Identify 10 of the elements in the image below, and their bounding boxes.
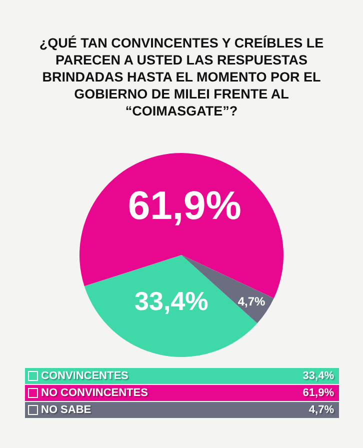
legend-label: NO SABE [41,403,92,418]
data-label: 4,7% [238,294,266,308]
text: 61,9% [302,387,334,399]
text: 4,7% [308,404,334,416]
chart-title: ¿QUÉ TAN CONVINCENTES Y CREÍBLES LE PARECEN A USTED LAS RESPUESTAS BRINDADAS HASTA EL MOMENTO POR EL GOBIERNO DE MILEI FRENTE AL “COIMASGATE”? [39,36,324,118]
data-label: 33,4% [134,286,208,316]
text: 33,4% [302,370,334,382]
legend-label: CONVINCENTES [41,369,128,384]
legend-label: NO CONVINCENTES [41,386,148,401]
data-label: 61,9% [128,184,242,228]
